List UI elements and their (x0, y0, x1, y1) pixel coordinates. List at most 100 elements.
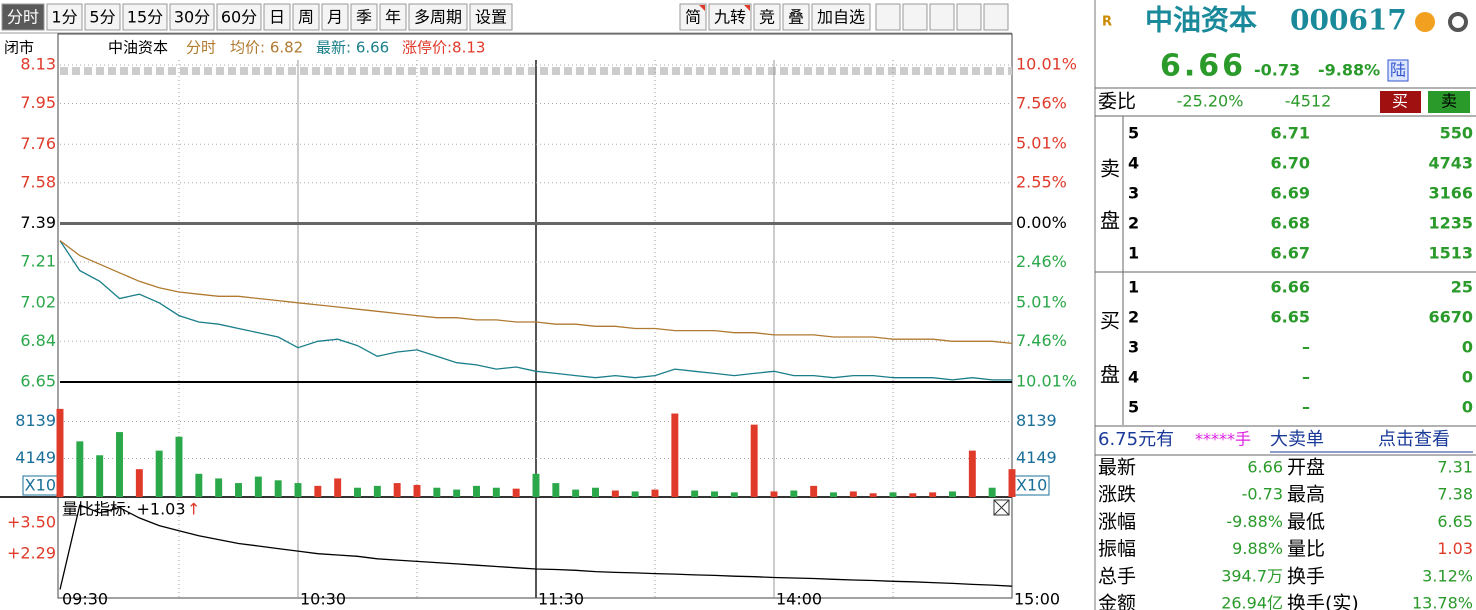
percent-tick-label: 5.01% (1016, 292, 1067, 311)
tool-icon[interactable] (956, 3, 982, 31)
close-icon (993, 499, 1010, 516)
volume-bar (790, 490, 798, 497)
indicator-title: 量比指标: +1.03 (62, 500, 186, 519)
period-label: 15分 (127, 8, 163, 27)
quote-name: 中油资本 (1145, 4, 1257, 37)
market-label: 陆 (1390, 61, 1406, 80)
period-button[interactable] (292, 3, 320, 31)
tool-button[interactable] (811, 3, 871, 31)
volume-bar (730, 492, 738, 497)
volume-bar (968, 450, 976, 497)
tool-button[interactable] (708, 3, 752, 31)
stat-value: 3.12% (1422, 566, 1473, 585)
period-button[interactable] (263, 3, 291, 31)
volume-bar (195, 473, 203, 497)
stat-label: 涨幅 (1098, 511, 1136, 533)
percent-tick-label: 2.46% (1016, 252, 1067, 271)
price-tick-label: 7.21 (20, 252, 56, 271)
period-button[interactable] (46, 3, 83, 31)
stat-label: 量比 (1287, 538, 1325, 560)
tool-icon[interactable] (929, 3, 955, 31)
tool-button[interactable] (782, 3, 810, 31)
volume-bar (512, 488, 520, 497)
x-tick-label: 15:00 (1014, 590, 1060, 609)
quote-price: 6.66 (1160, 49, 1246, 84)
close-indicator[interactable] (993, 499, 1010, 516)
tool-label: 简 (685, 8, 701, 27)
book-level: 3 (1128, 338, 1139, 357)
chart-icon[interactable] (1415, 12, 1435, 32)
period-button[interactable] (379, 3, 407, 31)
volume-bar (532, 473, 540, 497)
tool-icon[interactable] (983, 3, 1009, 31)
tool-icon[interactable] (902, 3, 928, 31)
volume-bar (274, 480, 282, 497)
volume-tick-label: 4149 (15, 448, 56, 467)
volume-bar (770, 491, 778, 497)
banner-text: 6.75元有 (1098, 429, 1174, 450)
book-side-label: 买 (1100, 309, 1120, 333)
percent-tick-label: 2.55% (1016, 173, 1067, 192)
book-side-label: 盘 (1100, 363, 1120, 387)
settings-icon[interactable] (1448, 12, 1468, 32)
banner-text: *****手 (1195, 430, 1251, 449)
percent-tick-label: 10.01% (1016, 372, 1077, 391)
period-button[interactable] (321, 3, 349, 31)
book-price: 6.71 (1271, 124, 1310, 143)
percent-tick-label: 10.01% (1016, 55, 1077, 74)
stat-label: 金额 (1098, 593, 1136, 610)
book-price: 6.69 (1271, 184, 1310, 203)
volume-tick-label: 8139 (15, 411, 56, 430)
volume-bar (155, 450, 163, 497)
period-button[interactable] (469, 3, 513, 31)
ratio-label: 委比 (1098, 91, 1136, 113)
volume-bar (215, 478, 223, 497)
volume-bar (949, 491, 956, 497)
period-button[interactable] (350, 3, 378, 31)
period-button[interactable] (216, 3, 262, 31)
stat-value: 1.03 (1437, 539, 1473, 558)
book-volume: 6670 (1428, 308, 1473, 327)
book-level: 2 (1128, 308, 1139, 327)
buy-button[interactable] (1380, 91, 1421, 113)
volume-bar (116, 432, 123, 497)
price-tick-label: 7.58 (20, 172, 56, 191)
banner-text: 大卖单 (1270, 429, 1324, 450)
tool-button[interactable] (753, 3, 781, 31)
tool-flag (744, 5, 750, 11)
price-line (59, 240, 1013, 345)
percent-tick-label: 0.00% (1016, 213, 1067, 232)
sell-button[interactable] (1428, 91, 1470, 113)
price-tick-label: 7.39 (20, 213, 56, 232)
volume-bar (849, 491, 857, 497)
period-button[interactable] (408, 3, 468, 31)
period-button[interactable] (84, 3, 121, 31)
book-price: 6.70 (1271, 154, 1310, 173)
latest-price: 最新: 6.66 (316, 39, 389, 57)
period-label: 周 (298, 8, 314, 27)
tool-icon[interactable] (875, 3, 901, 31)
stat-value: 394.7万 (1221, 566, 1283, 585)
volume-tick-label: 8139 (1016, 411, 1057, 430)
price-tick-label: 7.95 (20, 93, 56, 112)
period-button[interactable] (122, 3, 168, 31)
stat-value: 9.88% (1232, 539, 1283, 558)
volume-bar (611, 490, 619, 497)
volume-bar (552, 483, 560, 497)
book-level: 2 (1128, 214, 1139, 233)
period-label: 月 (327, 8, 343, 27)
average-price: 均价: 6.82 (230, 39, 303, 57)
volume-bar (473, 485, 480, 497)
volume-bar (929, 492, 937, 497)
tool-button[interactable] (679, 3, 707, 31)
volume-unit: X10 (25, 476, 56, 495)
volume-tick-label: 4149 (1016, 448, 1057, 467)
tool-label: 加自选 (817, 8, 865, 27)
period-button[interactable] (1, 3, 45, 31)
stat-value: 26.94亿 (1221, 594, 1283, 610)
x-tick-label: 11:30 (538, 590, 584, 609)
ratio-tick-label: +2.29 (7, 543, 56, 562)
period-button[interactable] (169, 3, 215, 31)
price-tick-label: 7.02 (20, 292, 56, 311)
